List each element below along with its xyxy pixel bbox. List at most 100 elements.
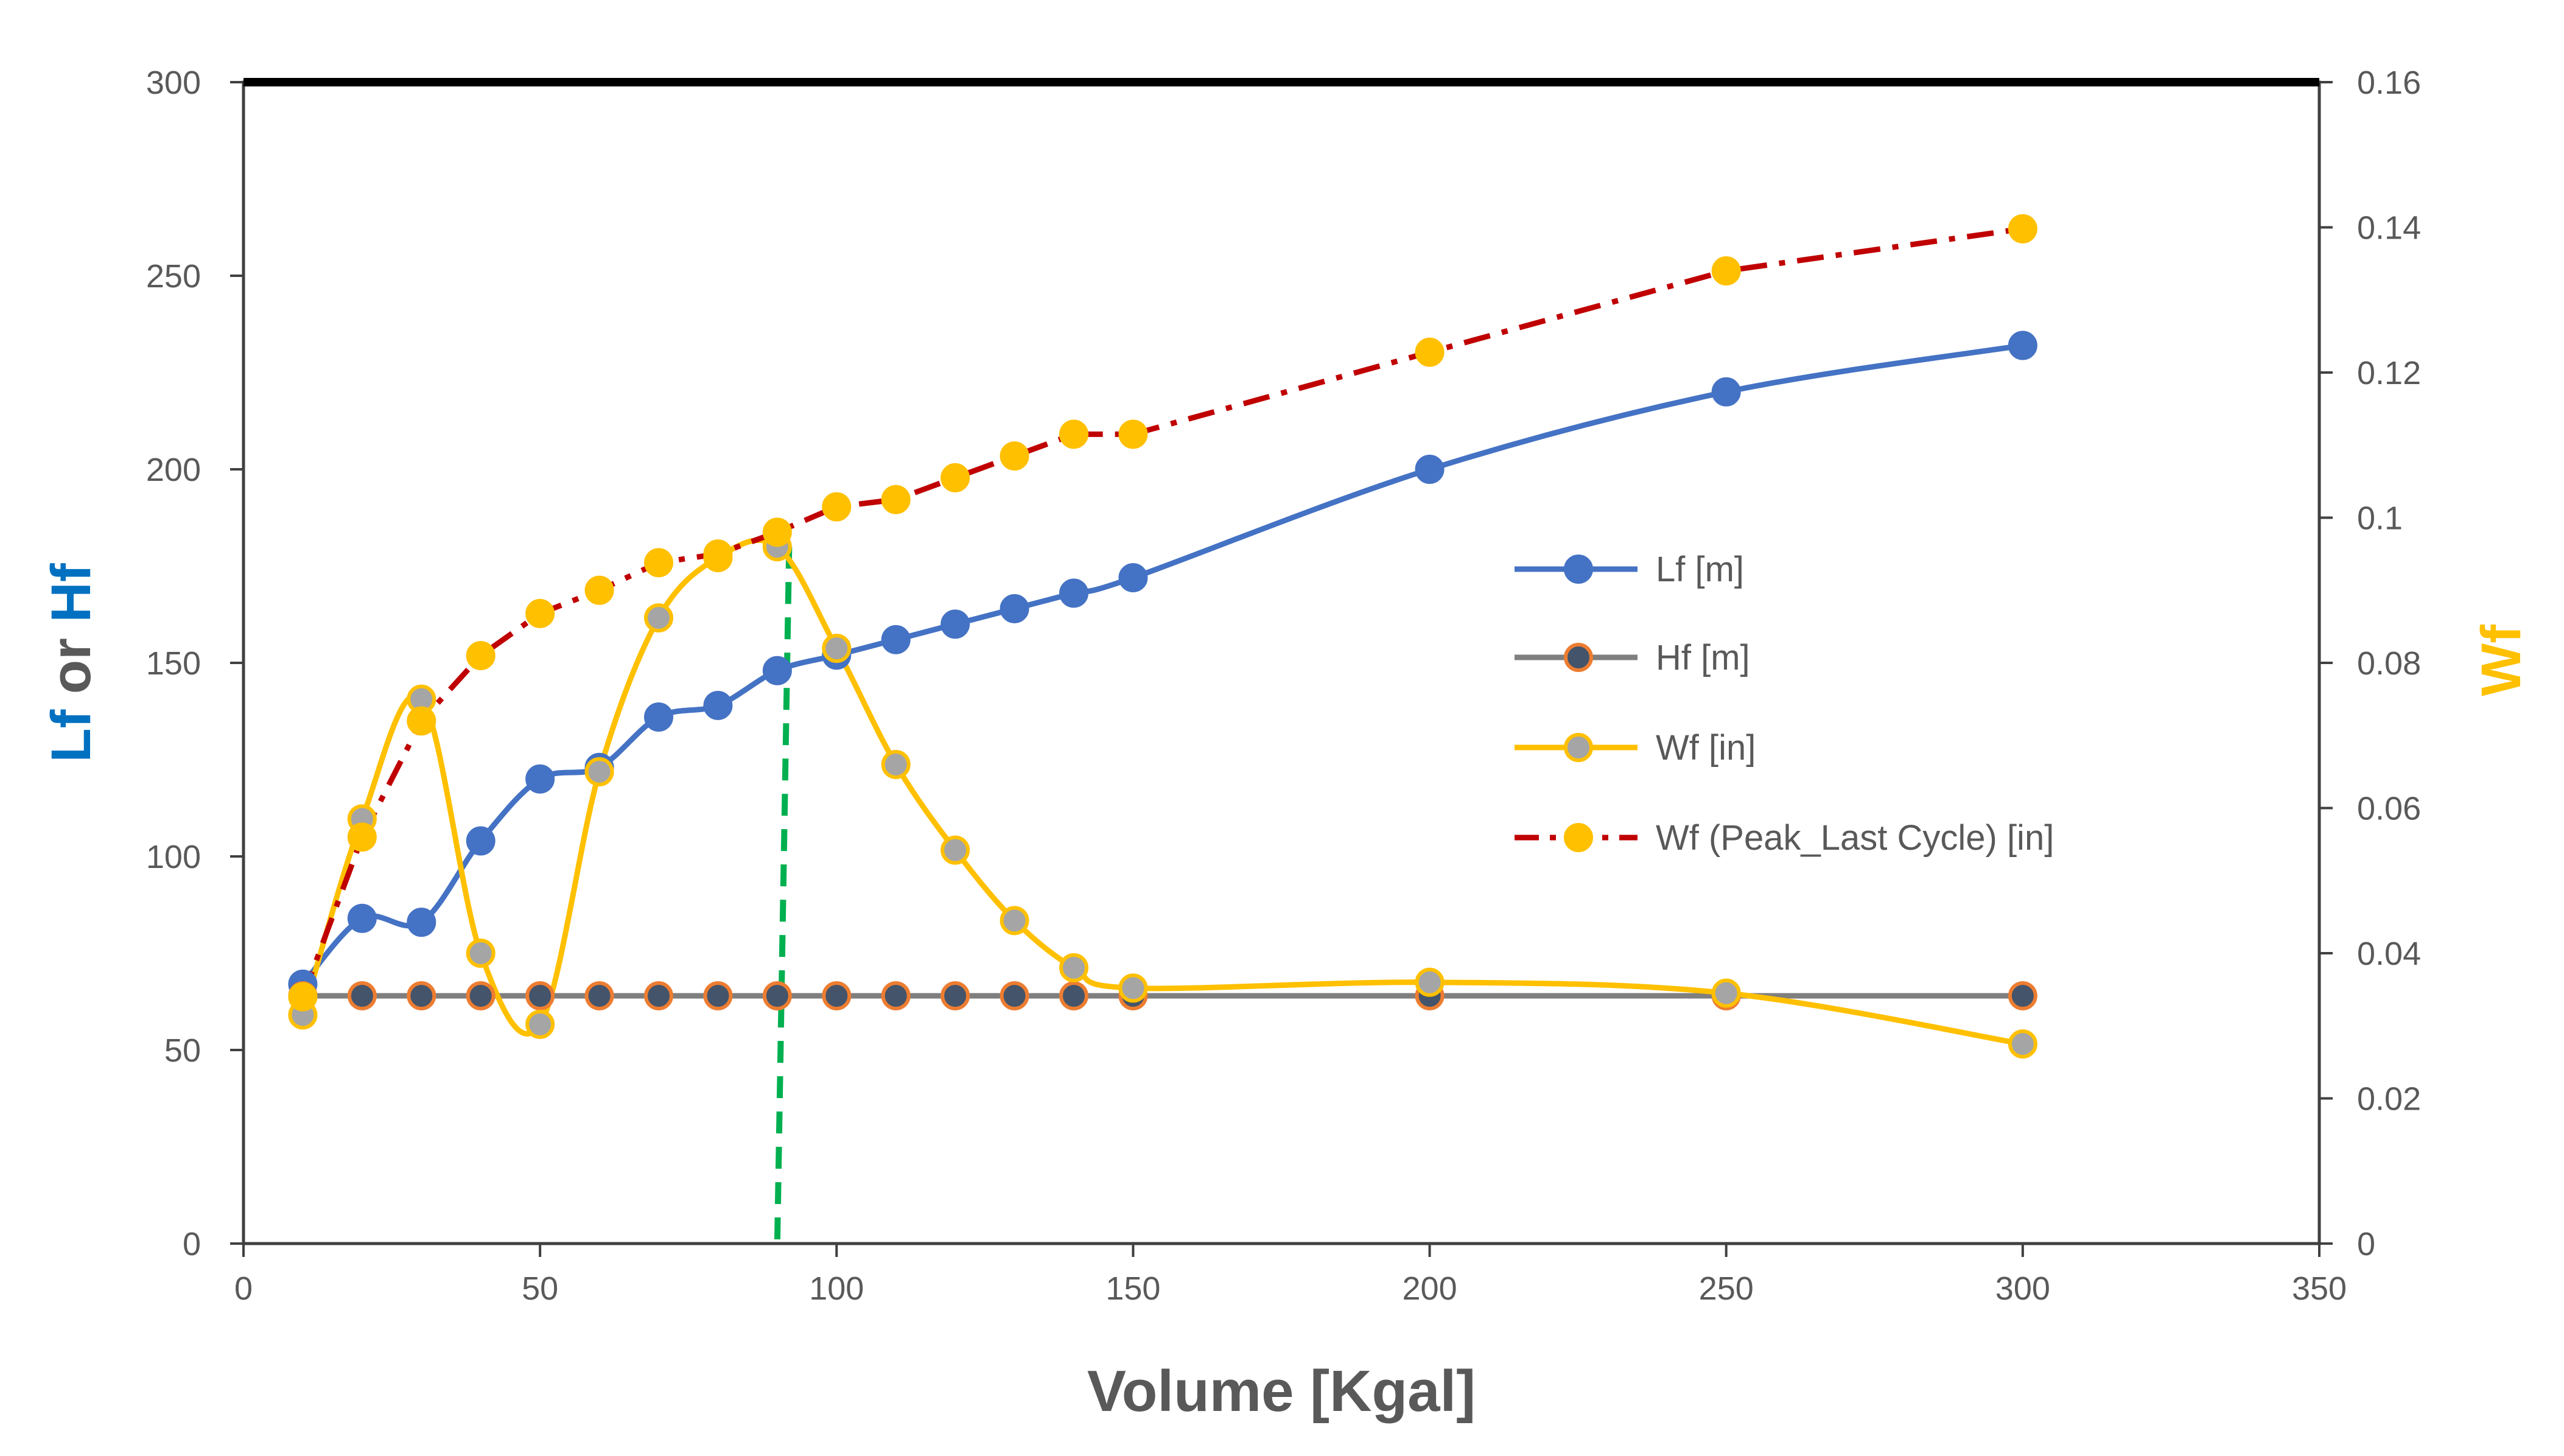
data-point-series-3: [1118, 419, 1148, 449]
data-point-series-1: [940, 981, 970, 1010]
y-left-tick-label: 300: [146, 65, 201, 101]
data-point-series-3: [881, 485, 911, 514]
data-point-series-3: [584, 575, 614, 605]
y-left-axis-title-part: Hf: [40, 563, 102, 622]
y-left-axis-title-part: or: [40, 623, 102, 710]
data-point-series-0: [1000, 593, 1029, 623]
data-point-series-3: [525, 598, 555, 628]
x-tick-label: 0: [234, 1270, 253, 1307]
legend-marker-3: [1564, 823, 1593, 852]
x-tick-label: 200: [1403, 1270, 1457, 1307]
y-right-tick-label: 0.1: [2357, 500, 2403, 537]
data-point-series-1: [881, 981, 911, 1010]
data-point-series-3: [762, 517, 792, 547]
y-right-tick-label: 0.04: [2357, 936, 2421, 972]
data-point-series-3: [1711, 256, 1741, 286]
data-point-series-3: [644, 548, 673, 578]
data-point-series-3: [1059, 419, 1088, 449]
data-point-series-1: [2008, 981, 2037, 1010]
y-left-axis-title-part: Lf: [40, 709, 102, 762]
y-right-tick-label: 0.12: [2357, 355, 2421, 391]
data-point-series-0: [1415, 455, 1445, 484]
data-point-series-0: [347, 903, 377, 933]
y-right-tick-label: 0: [2357, 1226, 2375, 1262]
legend-label-0: Lf [m]: [1656, 550, 1744, 589]
data-point-series-2: [881, 749, 911, 779]
y-right-tick-label: 0.14: [2357, 210, 2421, 247]
y-left-axis-title: Lf or Hf: [40, 563, 102, 762]
y-left-tick-label: 0: [183, 1226, 201, 1262]
data-point-series-2: [1000, 906, 1029, 936]
x-tick-label: 350: [2292, 1270, 2347, 1307]
data-point-series-2: [940, 835, 970, 865]
legend-label-1: Hf [m]: [1656, 638, 1750, 677]
data-point-series-0: [1118, 563, 1148, 593]
data-point-series-0: [762, 656, 792, 685]
data-point-series-2: [644, 603, 673, 633]
data-point-series-2: [1415, 967, 1445, 997]
series-line-3: [300, 226, 2023, 998]
data-point-series-3: [347, 822, 377, 852]
data-point-series-1: [1059, 981, 1088, 1010]
data-point-series-0: [466, 826, 496, 856]
x-tick-label: 150: [1105, 1270, 1160, 1307]
x-tick-label: 100: [809, 1270, 864, 1307]
data-point-series-3: [940, 463, 970, 492]
x-tick-label: 250: [1699, 1270, 1754, 1307]
legend-label-2: Wf [in]: [1656, 728, 1756, 768]
x-tick-label: 50: [522, 1270, 558, 1307]
data-point-series-1: [822, 981, 852, 1010]
data-point-series-1: [584, 981, 614, 1010]
data-point-series-1: [644, 981, 673, 1010]
y-left-tick-label: 100: [146, 839, 201, 875]
data-point-series-1: [347, 981, 377, 1010]
data-point-series-2: [822, 634, 852, 663]
legend-marker-2: [1564, 733, 1593, 762]
data-point-series-0: [525, 764, 555, 794]
data-point-series-2: [1118, 973, 1148, 1003]
legend-label-3: Wf (Peak_Last Cycle) [in]: [1656, 818, 2054, 858]
data-point-series-0: [1711, 377, 1741, 407]
data-point-series-2: [584, 757, 614, 786]
data-point-series-3: [822, 492, 852, 522]
data-point-series-3: [407, 706, 436, 736]
y-right-tick-label: 0.02: [2357, 1081, 2421, 1118]
data-point-series-3: [1000, 441, 1029, 471]
y-right-axis-title: Wf: [2470, 625, 2532, 696]
y-left-tick-label: 150: [146, 645, 201, 682]
x-axis-title: Volume [Kgal]: [1087, 1359, 1476, 1424]
data-point-series-0: [407, 908, 436, 937]
data-point-series-1: [762, 981, 792, 1010]
legend-marker-0: [1564, 555, 1593, 584]
y-left-tick-label: 50: [164, 1032, 201, 1069]
data-point-series-0: [703, 690, 733, 720]
y-right-tick-label: 0.08: [2357, 645, 2421, 682]
data-point-series-3: [703, 539, 733, 569]
data-point-series-2: [1711, 978, 1741, 1008]
data-point-series-1: [407, 981, 436, 1010]
y-left-tick-label: 200: [146, 452, 201, 488]
data-point-series-1: [466, 981, 496, 1010]
data-point-series-3: [466, 641, 496, 671]
data-point-series-2: [2008, 1029, 2037, 1059]
data-point-series-1: [703, 981, 733, 1010]
data-point-series-0: [940, 609, 970, 639]
data-point-series-3: [288, 982, 318, 1012]
data-point-series-0: [1059, 578, 1088, 608]
y-left-tick-label: 250: [146, 258, 201, 295]
data-point-series-0: [644, 702, 673, 732]
data-point-series-0: [881, 625, 911, 654]
data-point-series-0: [2008, 331, 2037, 360]
legend-marker-1: [1564, 643, 1593, 672]
data-point-series-2: [525, 1009, 555, 1039]
data-point-series-2: [1059, 953, 1088, 982]
y-right-tick-label: 0.16: [2357, 65, 2421, 101]
y-right-tick-label: 0.06: [2357, 791, 2421, 827]
series-line-2: [299, 537, 2026, 1047]
data-point-series-2: [466, 939, 496, 968]
data-point-series-1: [525, 981, 555, 1010]
x-tick-label: 300: [1995, 1270, 2050, 1307]
